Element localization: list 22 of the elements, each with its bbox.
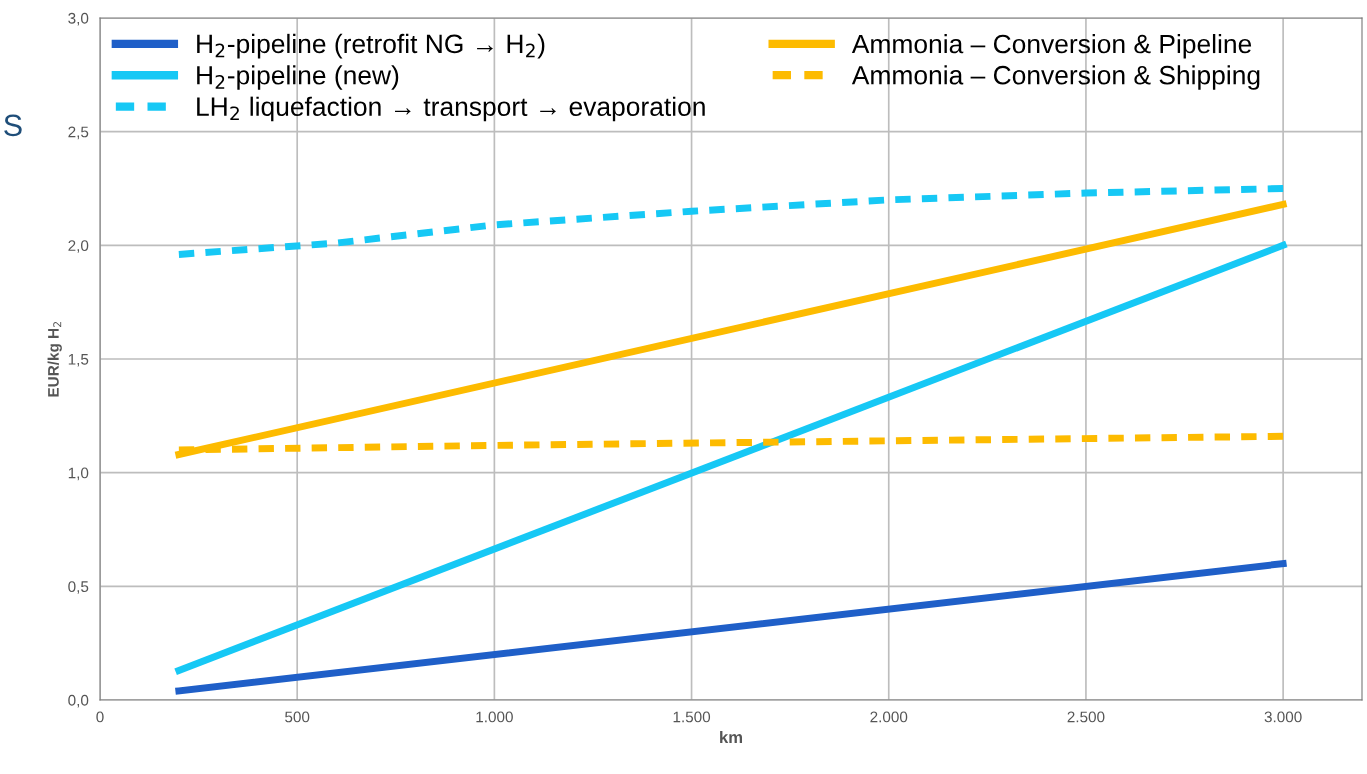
x-tick-label: 1.500 xyxy=(673,711,711,723)
y-tick-label: 0,5 xyxy=(68,581,89,594)
legend-label: Ammonia – Conversion & Shipping xyxy=(851,65,1260,90)
x-tick-label: 2.000 xyxy=(870,711,908,723)
legend-label: LH$_{2}$ liquefaction → transport → evaporation xyxy=(197,96,705,122)
text: S xyxy=(4,114,22,137)
legend-label: H$_{2}$-pipeline (new) xyxy=(197,65,399,90)
x-tick-label: 1.000 xyxy=(476,711,513,723)
x-tick-label: 500 xyxy=(285,711,310,723)
y-tick-label: 0,0 xyxy=(68,694,89,708)
legend-label: H$_{2}$-pipeline (retrofit NG → H$_{2}$) xyxy=(197,33,545,59)
y-tick-label: 2,5 xyxy=(68,126,89,140)
y-tick-label: 1,0 xyxy=(68,467,89,481)
y-tick-label: 3,0 xyxy=(68,12,89,26)
legend-label: Ammonia – Conversion & Pipeline xyxy=(851,33,1252,59)
x-tick-label: 0 xyxy=(96,711,104,723)
x-tick-label: 2.500 xyxy=(1067,711,1105,723)
y-axis-title: EUR/kg H$_{2}$ xyxy=(47,322,62,397)
x-axis-title: km xyxy=(720,730,743,743)
y-tick-label: 1,5 xyxy=(68,354,89,367)
x-tick-label: 3.000 xyxy=(1264,711,1302,723)
y-tick-label: 2,0 xyxy=(68,240,89,253)
